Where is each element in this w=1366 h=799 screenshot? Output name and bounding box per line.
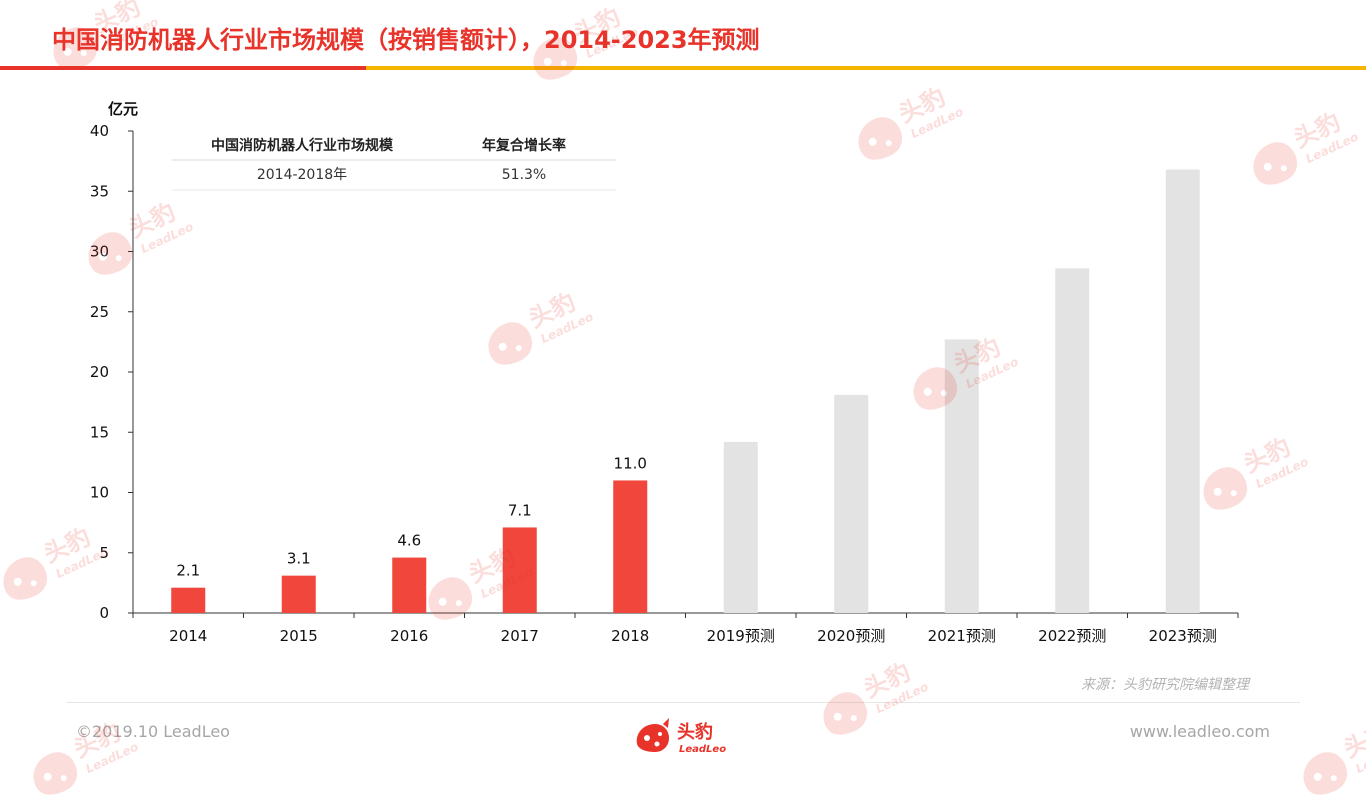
table-header-cagr: 年复合增长率 — [482, 137, 566, 154]
x-tick-label: 2020预测 — [817, 627, 885, 645]
watermark-subtext: LeadLeo — [1353, 740, 1366, 777]
bar — [281, 575, 316, 613]
x-tick-label: 2014 — [169, 627, 207, 645]
y-axis-unit-label: 亿元 — [108, 100, 138, 118]
y-tick-label: 5 — [99, 544, 109, 562]
summary-table: 中国消防机器人行业市场规模 年复合增长率 2014-2018年 51.3% — [172, 137, 616, 191]
bar — [723, 441, 758, 613]
y-tick-label: 30 — [90, 243, 109, 261]
bar — [502, 527, 537, 613]
x-tick-label: 2023预测 — [1149, 627, 1217, 645]
footer-divider — [66, 702, 1300, 703]
y-tick-label: 0 — [99, 604, 109, 622]
logo-text: 头豹 — [677, 721, 713, 743]
table-cell-period: 2014-2018年 — [257, 167, 347, 183]
data-label: 4.6 — [397, 532, 421, 550]
y-tick-label: 40 — [90, 122, 109, 140]
table-cell-cagr: 51.3% — [502, 167, 546, 183]
website-link[interactable]: www.leadleo.com — [1129, 722, 1270, 741]
bar — [392, 557, 427, 613]
y-tick-label: 15 — [90, 423, 109, 441]
x-tick-label: 2015 — [280, 627, 318, 645]
y-tick-label: 35 — [90, 182, 109, 200]
x-tick-label: 2022预测 — [1038, 627, 1106, 645]
x-tick-label: 2016 — [390, 627, 428, 645]
leopard-head-icon — [636, 718, 669, 752]
bar — [1165, 169, 1200, 613]
x-tick-label: 2021预测 — [928, 627, 996, 645]
bar — [171, 587, 206, 613]
data-label: 11.0 — [614, 454, 647, 472]
source-note: 来源：头豹研究院编辑整理 — [1081, 677, 1249, 693]
watermark-subtext: LeadLeo — [83, 740, 140, 777]
title-rule-red — [0, 66, 366, 70]
x-tick-label: 2018 — [611, 627, 649, 645]
table-header-market: 中国消防机器人行业市场规模 — [211, 137, 394, 154]
data-label: 2.1 — [176, 562, 200, 580]
leadleo-logo: 头豹 LeadLeo — [636, 718, 726, 755]
x-tick-label: 2019预测 — [707, 627, 775, 645]
bar — [944, 339, 979, 613]
bar — [834, 394, 869, 613]
chart-axes: 0 5 10 15 20 25 30 35 40 — [90, 122, 1239, 622]
data-label: 3.1 — [287, 550, 311, 568]
page-title: 中国消防机器人行业市场规模（按销售额计），2014-2023年预测 — [52, 26, 760, 54]
bar — [613, 480, 648, 613]
chart-bars — [171, 169, 1200, 613]
y-tick-label: 25 — [90, 303, 109, 321]
watermark-text: 头豹 — [1339, 718, 1366, 764]
chart-labels: 2014 2.1 2015 3.1 2016 4.6 2017 7.1 2018 11.0 2019… — [169, 454, 1217, 645]
copyright-text: ©2019.10 LeadLeo — [76, 722, 230, 741]
x-tick-label: 2017 — [501, 627, 539, 645]
logo-subtext: LeadLeo — [679, 744, 726, 755]
bar — [1055, 268, 1090, 613]
title-rule-yellow — [366, 66, 1366, 70]
data-label: 7.1 — [508, 501, 532, 519]
y-tick-label: 10 — [90, 484, 109, 502]
y-tick-label: 20 — [90, 363, 109, 381]
